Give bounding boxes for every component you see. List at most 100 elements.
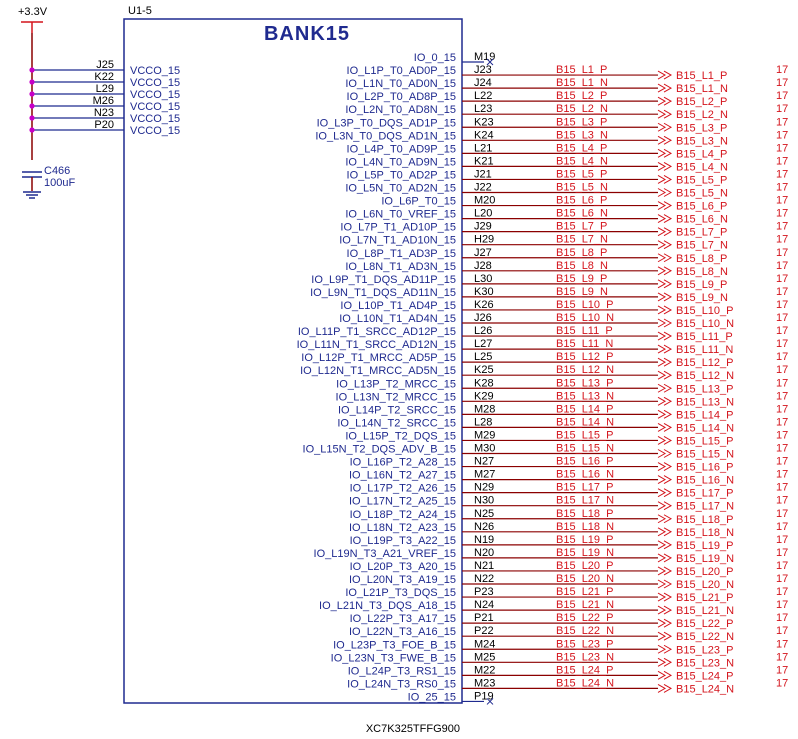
net-label: B15_L23_P xyxy=(556,638,614,650)
offpage-sheet-ref: 17 xyxy=(776,443,788,455)
io-pin-number: M24 xyxy=(474,638,495,650)
io-pin-number: N25 xyxy=(474,508,494,520)
io-pin-row: IO_L13P_T2_MRCC_15 K28 B15_L13_P B15_L13_P 1… xyxy=(336,377,788,395)
io-pin-number: N30 xyxy=(474,495,494,507)
offpage-sheet-ref: 17 xyxy=(776,482,788,494)
offpage-sheet-ref: 17 xyxy=(776,377,788,389)
offpage-connector-icon xyxy=(657,96,673,106)
offpage-net-label: B15_L22_N xyxy=(676,631,734,643)
io-pin-row: IO_L18N_T2_A23_15 N26 B15_L18_N B15_L18_N 17 xyxy=(349,521,788,539)
io-pin-number: L27 xyxy=(474,338,492,350)
io-pin-number: K30 xyxy=(474,286,494,298)
io-pin-name: IO_L24N_T3_RS0_15 xyxy=(347,678,456,690)
offpage-net-label: B15_L5_N xyxy=(676,188,728,200)
offpage-sheet-ref: 17 xyxy=(776,299,788,311)
offpage-net-label: B15_L15_P xyxy=(676,435,734,447)
offpage-connector-icon xyxy=(657,266,673,276)
offpage-net-label: B15_L4_N xyxy=(676,161,728,173)
offpage-sheet-ref: 17 xyxy=(776,573,788,585)
vcco-pin-name: VCCO_15 xyxy=(130,65,180,77)
io-pin-number: M29 xyxy=(474,429,495,441)
io-pin-name: IO_L22P_T3_A17_15 xyxy=(350,613,456,625)
io-pin-name: IO_L12P_T1_MRCC_AD5P_15 xyxy=(301,352,456,364)
offpage-net-label: B15_L16_P xyxy=(676,462,734,474)
io-pin-number: M30 xyxy=(474,443,495,455)
io-pin-number: J22 xyxy=(474,182,492,194)
io-pin-number: K25 xyxy=(474,364,494,376)
io-pin-name: IO_L17N_T2_A25_15 xyxy=(349,496,456,508)
io-pin-number: N27 xyxy=(474,456,494,468)
vcco-pin-name: VCCO_15 xyxy=(130,125,180,137)
net-label: B15_L15_N xyxy=(556,443,614,455)
io-pin-row: IO_L16P_T2_A28_15 N27 B15_L16_P B15_L16_P 17 xyxy=(350,456,789,474)
offpage-connector-icon xyxy=(657,409,673,419)
io-pin-name: IO_L16P_T2_A28_15 xyxy=(350,457,456,469)
offpage-connector-icon xyxy=(657,657,673,667)
offpage-sheet-ref: 17 xyxy=(776,586,788,598)
io-pin-row: IO_L11P_T1_SRCC_AD12P_15 L26 B15_L11_P B15_… xyxy=(298,325,788,343)
io-pin-name: IO_L22N_T3_A16_15 xyxy=(349,626,456,638)
net-label: B15_L2_P xyxy=(556,90,607,102)
net-label: B15_L24_N xyxy=(556,677,614,689)
offpage-sheet-ref: 17 xyxy=(776,625,788,637)
io-pin-row: IO_L6P_T0_15 M20 B15_L6_P B15_L6_P 17 xyxy=(381,195,788,213)
offpage-sheet-ref: 17 xyxy=(776,77,788,89)
net-label: B15_L10_N xyxy=(556,312,614,324)
offpage-connector-icon xyxy=(657,422,673,432)
io-pin-number: J29 xyxy=(474,221,492,233)
io-pin-number: M23 xyxy=(474,677,495,689)
offpage-connector-icon xyxy=(657,253,673,263)
net-label: B15_L19_P xyxy=(556,534,614,546)
io-pin-name: IO_L19P_T3_A22_15 xyxy=(350,535,456,547)
net-label: B15_L13_P xyxy=(556,377,614,389)
offpage-sheet-ref: 17 xyxy=(776,651,788,663)
offpage-connector-icon xyxy=(657,566,673,576)
io-pin-row: IO_L12P_T1_MRCC_AD5P_15 L25 B15_L12_P B15_L… xyxy=(301,351,788,369)
io-pin-number: P22 xyxy=(474,625,494,637)
offpage-net-label: B15_L19_P xyxy=(676,540,734,552)
offpage-net-label: B15_L6_N xyxy=(676,214,728,226)
offpage-connector-icon xyxy=(657,501,673,511)
net-label: B15_L9_N xyxy=(556,286,608,298)
offpage-sheet-ref: 17 xyxy=(776,403,788,415)
io-pin-number: M19 xyxy=(474,51,495,63)
io-pin-row: IO_L21P_T3_DQS_15 P23 B15_L21_P B15_L21_P 17 xyxy=(345,586,788,604)
io-pin-name: IO_L10N_T1_AD4N_15 xyxy=(339,313,456,325)
offpage-connector-icon xyxy=(657,488,673,498)
vcco-pin-n23: N23 VCCO_15 xyxy=(29,107,180,125)
io-pin-number: L30 xyxy=(474,273,492,285)
offpage-connector-icon xyxy=(657,109,673,119)
io-pin-number: J28 xyxy=(474,260,492,272)
offpage-sheet-ref: 17 xyxy=(776,182,788,194)
offpage-net-label: B15_L17_P xyxy=(676,488,734,500)
io-pin-name: IO_L18N_T2_A23_15 xyxy=(349,522,456,534)
net-label: B15_L2_N xyxy=(556,103,608,115)
io-pin-number: L20 xyxy=(474,208,492,220)
offpage-connector-icon xyxy=(657,462,673,471)
net-label: B15_L10_P xyxy=(556,299,614,311)
offpage-sheet-ref: 17 xyxy=(776,534,788,546)
io-pin-name: IO_L20P_T3_A20_15 xyxy=(350,561,456,573)
offpage-sheet-ref: 17 xyxy=(776,325,788,337)
offpage-net-label: B15_L11_N xyxy=(676,344,733,356)
offpage-sheet-ref: 17 xyxy=(776,234,788,246)
io-pin-row: IO_L9N_T1_DQS_AD11N_15 K30 B15_L9_N B15_L9_… xyxy=(310,286,788,304)
offpage-sheet-ref: 17 xyxy=(776,338,788,350)
offpage-net-label: B15_L20_P xyxy=(676,566,734,578)
offpage-connector-icon xyxy=(657,161,673,171)
u1-bank15-body xyxy=(123,18,463,704)
io-pin-row: IO_L12N_T1_MRCC_AD5N_15 K25 B15_L12_N B15_L… xyxy=(300,364,788,382)
vcco-pin-name: VCCO_15 xyxy=(130,77,180,89)
offpage-connector-icon xyxy=(657,631,673,641)
vcco-pin-number: J25 xyxy=(96,59,114,71)
io-pin-number: L21 xyxy=(474,142,492,154)
io-pin-row: IO_L20P_T3_A20_15 N21 B15_L20_P B15_L20_P 17 xyxy=(350,560,789,578)
offpage-connector-icon xyxy=(657,618,673,628)
offpage-connector-icon xyxy=(657,70,673,80)
net-label: B15_L18_P xyxy=(556,508,614,520)
offpage-connector-icon xyxy=(657,331,673,341)
io-pin-name: IO_L6P_T0_15 xyxy=(381,196,456,208)
io-pin-number: K29 xyxy=(474,390,494,402)
io-pin-name: IO_L15N_T2_DQS_ADV_B_15 xyxy=(303,444,456,456)
offpage-net-label: B15_L14_P xyxy=(676,409,734,421)
